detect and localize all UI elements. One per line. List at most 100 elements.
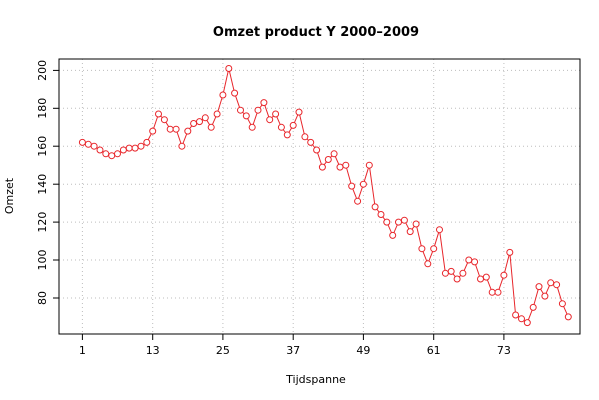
data-point [184,127,192,135]
data-point [324,156,332,163]
data-point [518,315,525,323]
data-point [108,152,116,160]
data-point [237,106,244,114]
y-tick-label: 200 [36,60,49,81]
data-point [430,245,438,253]
data-point [330,150,338,158]
data-point [260,99,268,107]
data-point [523,319,531,327]
data-point [84,140,92,148]
data-point [558,300,566,308]
x-axis: 1 13 25 37 49 61 73 [79,334,511,357]
data-point [178,142,186,150]
data-point [436,226,443,234]
data-point [506,248,514,256]
y-tick-label: 160 [36,136,49,157]
data-point [102,150,110,158]
y-axis: 80 100 120 140 160 180 200 [36,60,59,305]
data-point [166,125,174,133]
data-point [447,267,455,275]
x-tick-label: 61 [427,344,441,357]
y-tick-label: 120 [36,212,49,233]
data-point [541,292,549,300]
data-point [471,258,479,266]
data-point [266,116,274,124]
data-point [500,271,508,279]
data-point [307,138,315,146]
data-point [412,220,420,228]
data-point [441,269,449,277]
data-point [242,112,250,120]
data-point [336,163,344,171]
x-tick-label: 73 [497,344,511,357]
data-point [190,120,198,127]
data-point [348,182,356,190]
series-line [82,68,569,324]
data-point [213,110,221,118]
data-point [289,121,297,129]
data-point [96,146,104,154]
data-point [201,114,209,122]
plot-frame [58,58,581,335]
x-tick-label: 49 [356,344,370,357]
data-point [137,142,145,150]
data-point [155,110,162,118]
data-point [477,275,484,283]
data-point [318,163,326,171]
data-point [371,203,379,211]
data-point [207,123,215,131]
data-point [535,283,543,291]
y-tick-label: 100 [36,250,49,271]
data-point [172,125,180,133]
data-point [114,150,121,158]
data-point [301,133,309,141]
data-point [553,281,561,289]
data-point [377,211,385,218]
data-point [424,260,432,268]
data-point [143,138,151,146]
data-point [512,311,520,319]
data-point [272,110,280,118]
data-point [564,313,572,321]
data-point [342,161,350,169]
data-point [529,303,537,311]
data-point [482,273,490,281]
data-point [125,144,133,152]
data-point [78,138,86,146]
data-point [354,197,362,205]
data-point [400,216,408,224]
x-tick-label: 13 [146,344,160,357]
data-point [547,279,555,287]
chart-title: Omzet product Y 2000–2009 [213,25,419,40]
y-tick-label: 180 [36,98,49,119]
data-point [225,65,233,72]
data-point [389,231,397,239]
data-point [248,123,256,131]
data-point [149,127,157,135]
grid [59,59,580,334]
x-tick-label: 25 [216,344,230,357]
data-point [418,245,426,253]
data-point [359,180,367,188]
data-point [196,118,203,126]
data-point [283,131,291,139]
data-point [383,218,391,226]
data-point [313,146,321,154]
data-point [494,288,502,296]
data-point [119,146,127,154]
data-point [90,142,98,150]
y-tick-label: 140 [36,174,49,195]
data-point [254,106,262,114]
data-point [231,89,239,97]
data-point [406,228,414,236]
data-point [131,144,139,152]
data-point [160,116,168,124]
data-point [488,288,496,296]
data-point [395,218,402,226]
x-tick-label: 1 [79,344,86,357]
y-axis-label: Omzet [3,177,16,214]
data-point [295,108,303,116]
data-point [459,269,467,277]
data-point [453,275,461,283]
